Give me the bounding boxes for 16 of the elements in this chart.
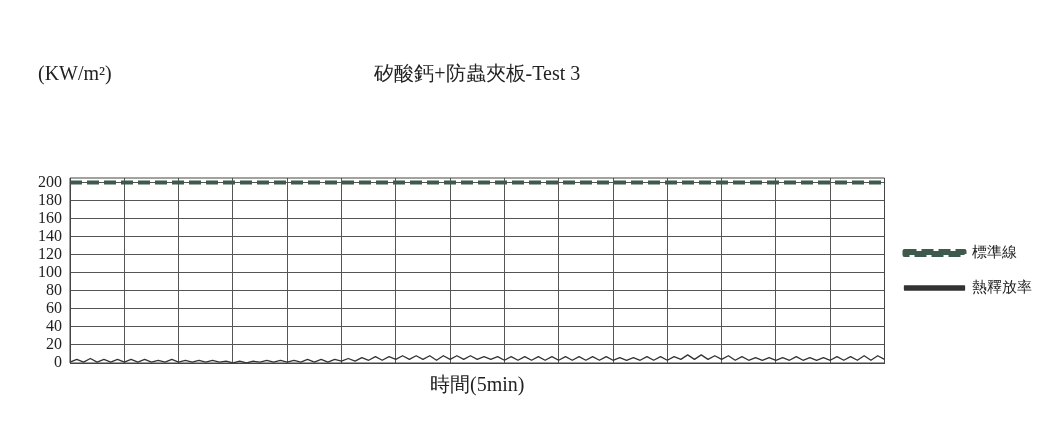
- x-axis-title: 時間(5min): [430, 373, 525, 397]
- y-tick-label: 180: [38, 190, 62, 208]
- y-tick-label: 80: [46, 281, 62, 299]
- legend-label: 標準線: [972, 243, 1017, 260]
- legend-label: 熱釋放率: [972, 278, 1032, 295]
- y-tick-label: 60: [46, 299, 62, 317]
- y-tick-label: 40: [46, 317, 62, 335]
- y-tick-label: 120: [38, 244, 62, 262]
- y-tick-label: 0: [54, 353, 62, 371]
- y-tick-label: 200: [38, 172, 62, 190]
- y-axis-title: (KW/m²): [38, 62, 112, 86]
- y-tick-label: 140: [38, 226, 62, 244]
- chart-title: 矽酸鈣+防蟲夾板-Test 3: [373, 62, 581, 85]
- y-tick-label: 100: [38, 262, 62, 280]
- y-tick-label: 20: [46, 335, 62, 353]
- y-tick-label: 160: [38, 208, 62, 226]
